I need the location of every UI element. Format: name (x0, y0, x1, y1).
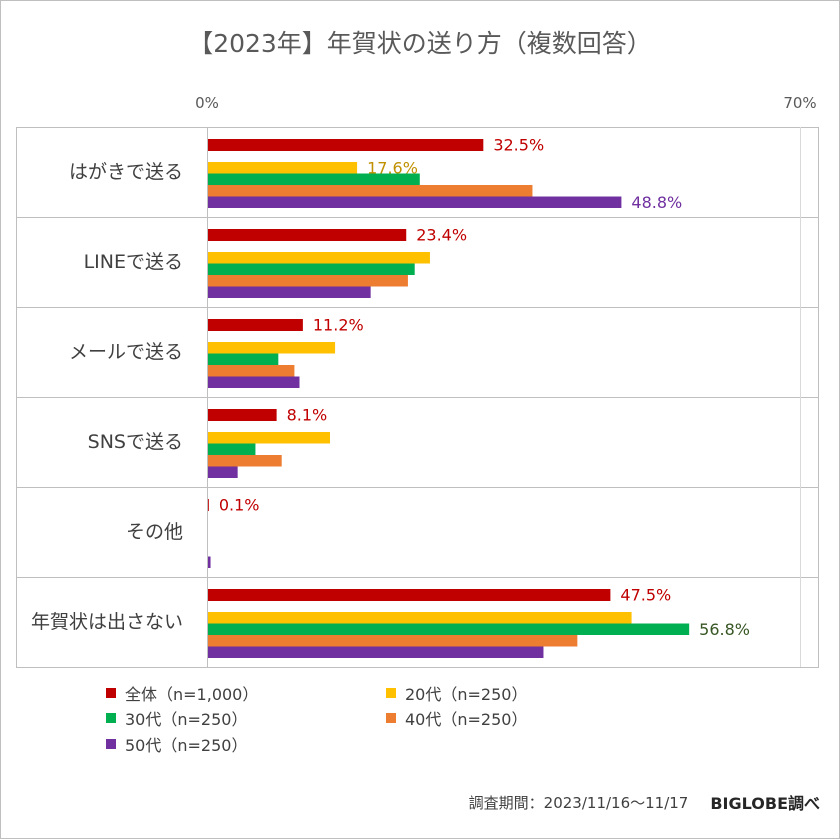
category-label: はがきで送る (69, 161, 183, 183)
bar (208, 252, 430, 264)
bar (208, 376, 300, 388)
bar (208, 196, 622, 208)
chart-footer: 調査期間：2023/11/16～11/17 BIGLOBE調べ (469, 790, 820, 814)
bar (208, 589, 611, 601)
legend-item: 50代（n=250） (106, 731, 386, 757)
series-2: 17.6% (208, 158, 632, 624)
bar (208, 353, 279, 365)
data-label: 0.1% (219, 496, 260, 515)
bar (208, 319, 303, 331)
bar (208, 275, 408, 287)
legend-swatch (106, 738, 116, 749)
data-label: 8.1% (287, 406, 328, 425)
legend-item: 20代（n=250） (386, 680, 666, 706)
bar (208, 139, 484, 151)
legend-label: 20代（n=250） (405, 684, 528, 704)
bar (208, 162, 358, 174)
category-label: SNSで送る (88, 431, 183, 453)
data-label: 32.5% (493, 136, 544, 155)
category-label: メールで送る (69, 341, 183, 363)
legend-label: 全体（n=1,000） (125, 684, 259, 704)
category-label: 年賀状は出さない (31, 611, 183, 633)
data-label: 11.2% (313, 316, 364, 335)
bar (208, 646, 544, 658)
bar (208, 185, 533, 197)
x-tick-label: 70% (783, 94, 816, 112)
data-label: 56.8% (699, 620, 750, 639)
bar (208, 365, 295, 377)
data-label: 17.6% (367, 158, 418, 177)
bar (208, 635, 578, 647)
x-tick-label: 0% (195, 94, 219, 112)
legend-item: 30代（n=250） (106, 706, 386, 732)
bar (208, 342, 336, 354)
category-label: LINEで送る (84, 251, 183, 273)
category-label: その他 (126, 521, 183, 543)
series-3: 56.8% (208, 173, 750, 639)
bar (208, 612, 632, 624)
bar (208, 263, 415, 275)
legend-label: 30代（n=250） (125, 710, 248, 730)
x-axis-ticks: 0% 70% (195, 94, 817, 112)
series-1: 32.5% 23.4% 11.2% 8.1% 0.1% 47.5% (208, 136, 671, 605)
bar (208, 173, 420, 185)
bar (208, 499, 209, 511)
legend-label: 40代（n=250） (405, 710, 528, 730)
legend-item: 全体（n=1,000） (106, 680, 386, 706)
data-label: 23.4% (416, 226, 467, 245)
series-4 (208, 185, 578, 647)
chart-legend: 全体（n=1,000） 20代（n=250） 30代（n=250） 40代（n=250… (106, 680, 706, 757)
bar (208, 556, 211, 568)
legend-swatch (106, 713, 116, 724)
chart-title: 【2023年】年賀状の送り方（複数回答） (188, 29, 652, 58)
bar (208, 623, 690, 635)
bar (208, 286, 371, 298)
data-label: 48.8% (631, 193, 682, 212)
bar (208, 466, 238, 478)
survey-period: 調査期間：2023/11/16～11/17 (468, 793, 689, 812)
bar (208, 432, 330, 444)
legend-label: 50代（n=250） (125, 735, 248, 755)
bar (208, 455, 282, 467)
bar (208, 409, 277, 421)
bar (208, 229, 407, 241)
data-label: 47.5% (620, 586, 671, 605)
plot-grid (16, 127, 819, 668)
series-5: 48.8% (208, 193, 682, 658)
legend-swatch (386, 687, 396, 698)
source-credit: BIGLOBE調べ (710, 794, 820, 813)
legend-swatch (106, 687, 116, 698)
legend-swatch (386, 713, 396, 724)
legend-item: 40代（n=250） (386, 706, 666, 732)
bar (208, 443, 256, 455)
